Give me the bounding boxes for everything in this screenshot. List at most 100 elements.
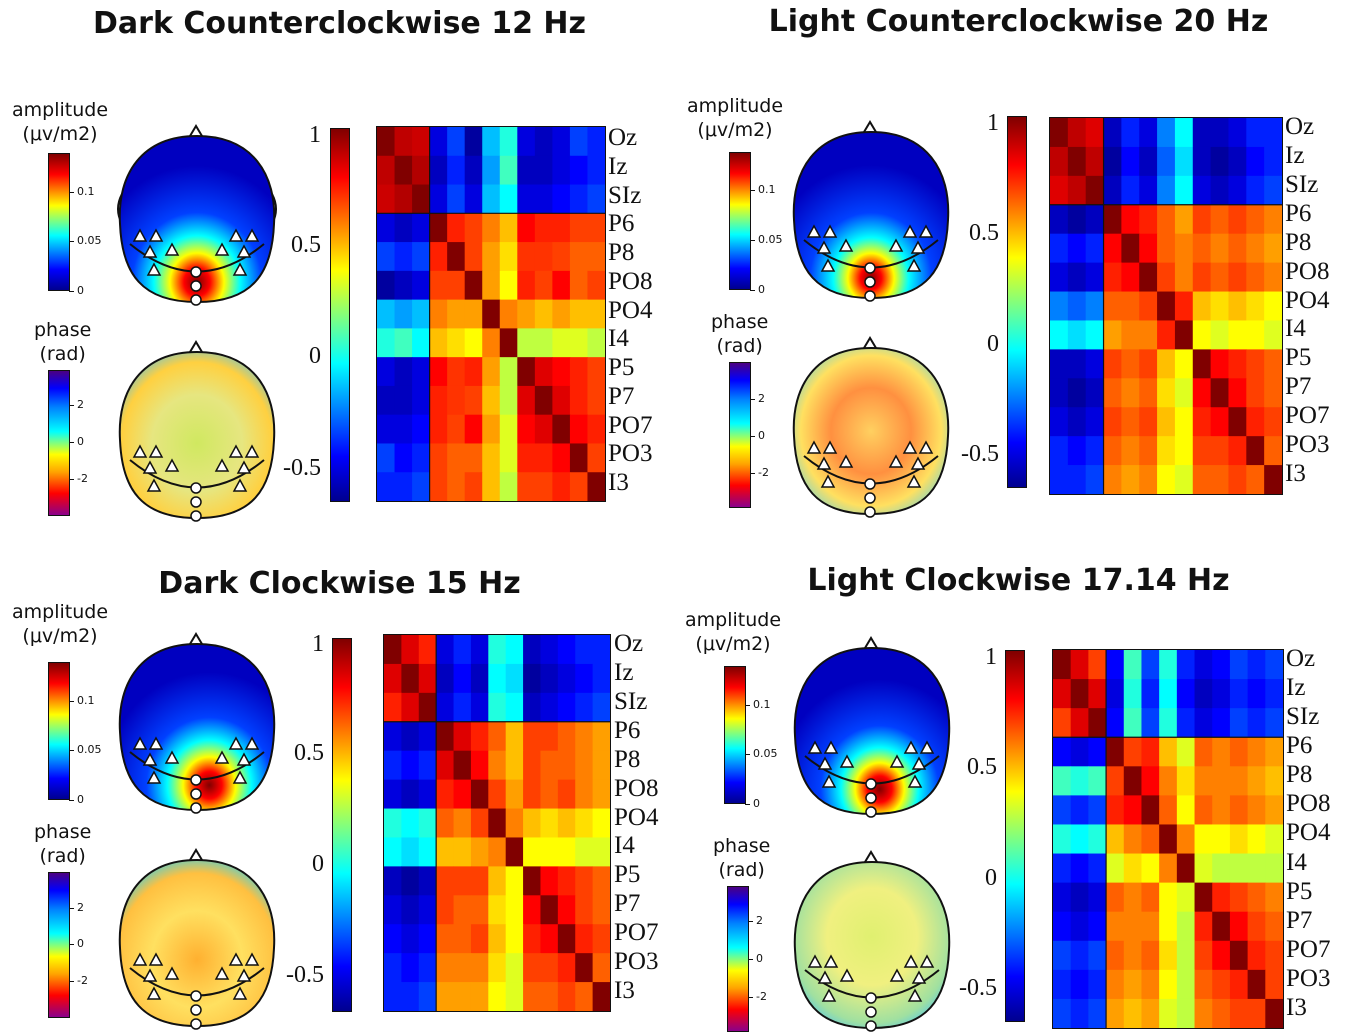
matrix-cell xyxy=(1246,147,1264,176)
matrix-cell xyxy=(523,693,541,722)
channel-label: P6 xyxy=(1285,201,1311,226)
matrix-cell xyxy=(552,300,570,329)
matrix-cell xyxy=(401,953,419,982)
matrix-cell xyxy=(517,386,535,415)
matrix-cell xyxy=(523,924,541,953)
matrix-cell xyxy=(465,415,483,444)
matrix-cell xyxy=(1106,795,1124,825)
corr-tick: 0.5 xyxy=(281,232,321,259)
matrix-cell xyxy=(454,809,472,838)
matrix-cell xyxy=(558,635,576,664)
matrix-cell xyxy=(575,953,593,982)
matrix-cell xyxy=(552,127,570,156)
channel-label: PO3 xyxy=(1286,966,1330,991)
matrix-cell xyxy=(419,895,437,924)
matrix-cell xyxy=(1159,970,1177,1000)
matrix-cell xyxy=(506,837,524,866)
matrix-cell xyxy=(1211,147,1229,176)
matrix-cell xyxy=(419,837,437,866)
matrix-cell xyxy=(1175,378,1193,407)
matrix-cell xyxy=(575,780,593,809)
matrix-cell xyxy=(1053,737,1071,767)
matrix-cell xyxy=(419,924,437,953)
matrix-cell xyxy=(1195,766,1213,796)
matrix-cell xyxy=(1175,436,1193,465)
channel-label: PO3 xyxy=(608,441,652,466)
matrix-cell xyxy=(430,213,448,242)
matrix-cell xyxy=(1086,378,1104,407)
matrix-cell xyxy=(523,866,541,895)
channel-label: P8 xyxy=(614,747,640,772)
phase-tick: 2 xyxy=(77,901,84,914)
matrix-cell xyxy=(1193,118,1211,147)
matrix-cell xyxy=(471,809,489,838)
matrix-cell xyxy=(1264,465,1282,494)
matrix-cell xyxy=(1175,118,1193,147)
matrix-cell xyxy=(1157,436,1175,465)
matrix-cell xyxy=(395,156,413,185)
matrix-cell xyxy=(465,472,483,501)
amp-tick: 0 xyxy=(77,793,84,806)
matrix-cell xyxy=(1230,883,1248,913)
amp-tick: 0.05 xyxy=(77,234,102,247)
matrix-cell xyxy=(430,443,448,472)
matrix-cell xyxy=(1071,650,1089,680)
channel-label: I3 xyxy=(614,978,635,1003)
matrix-cell xyxy=(1228,378,1246,407)
matrix-cell xyxy=(471,895,489,924)
matrix-cell xyxy=(523,982,541,1011)
matrix-cell xyxy=(1212,912,1230,942)
matrix-cell xyxy=(1053,766,1071,796)
matrix-cell xyxy=(465,185,483,214)
matrix-cell xyxy=(1230,970,1248,1000)
amp-tick: 0 xyxy=(758,283,765,296)
matrix-cell xyxy=(1050,234,1068,263)
channel-label: PO4 xyxy=(608,298,652,323)
electrode-circle-icon xyxy=(191,1019,201,1029)
matrix-cell xyxy=(1228,147,1246,176)
matrix-cell xyxy=(1086,465,1104,494)
matrix-cell xyxy=(1071,795,1089,825)
phase-tick: 2 xyxy=(756,914,763,927)
matrix-cell xyxy=(1193,263,1211,292)
matrix-cell xyxy=(1195,795,1213,825)
matrix-cell xyxy=(454,693,472,722)
channel-label: P7 xyxy=(1285,374,1311,399)
matrix-cell xyxy=(401,722,419,751)
matrix-cell xyxy=(1053,854,1071,884)
phase-label: phase (rad) xyxy=(713,834,770,882)
matrix-cell xyxy=(465,127,483,156)
matrix-cell xyxy=(384,866,402,895)
matrix-cell xyxy=(552,328,570,357)
matrix-cell xyxy=(1246,465,1264,494)
matrix-cell xyxy=(506,693,524,722)
matrix-cell xyxy=(1211,118,1229,147)
phase-tick: 2 xyxy=(77,398,84,411)
matrix-cell xyxy=(430,127,448,156)
matrix-cell xyxy=(575,664,593,693)
matrix-cell xyxy=(419,722,437,751)
matrix-cell xyxy=(535,300,553,329)
matrix-cell xyxy=(1212,708,1230,738)
matrix-cell xyxy=(535,213,553,242)
matrix-cell xyxy=(1230,766,1248,796)
matrix-cell xyxy=(1265,679,1283,709)
matrix-cell xyxy=(552,357,570,386)
matrix-cell xyxy=(430,242,448,271)
matrix-cell xyxy=(1068,465,1086,494)
matrix-cell xyxy=(593,751,611,780)
matrix-cell xyxy=(506,809,524,838)
matrix-cell xyxy=(1124,941,1142,971)
matrix-cell xyxy=(1068,320,1086,349)
matrix-cell xyxy=(1106,824,1124,854)
electrode-circle-icon xyxy=(191,281,201,291)
matrix-cell xyxy=(1195,912,1213,942)
matrix-cell xyxy=(1177,679,1195,709)
matrix-cell xyxy=(558,751,576,780)
matrix-cell xyxy=(1068,349,1086,378)
matrix-cell xyxy=(377,271,395,300)
matrix-cell xyxy=(465,443,483,472)
matrix-cell xyxy=(454,837,472,866)
matrix-cell xyxy=(471,866,489,895)
matrix-cell xyxy=(570,357,588,386)
